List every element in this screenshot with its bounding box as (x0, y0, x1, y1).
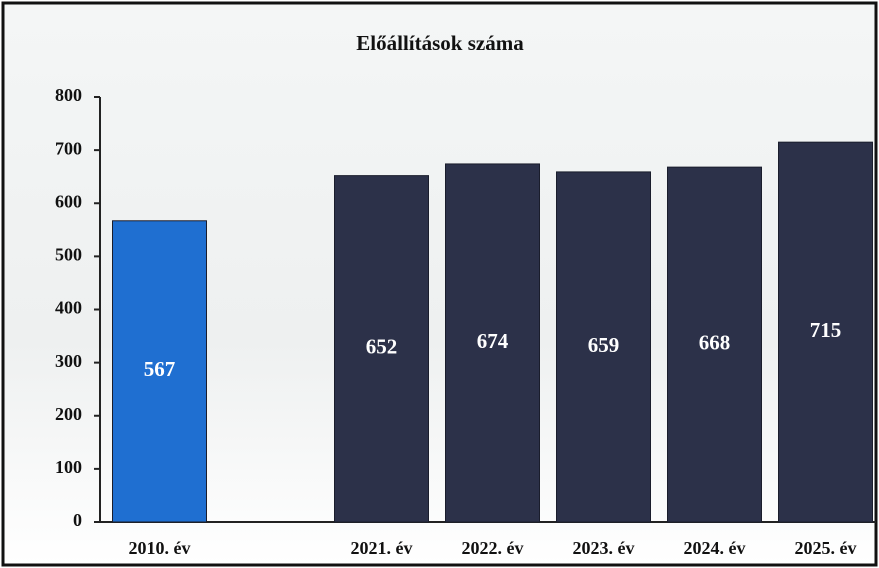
y-tick-label: 800 (55, 85, 82, 105)
y-tick-label: 400 (55, 298, 82, 318)
y-tick-label: 0 (73, 510, 82, 530)
y-tick-label: 600 (55, 191, 82, 211)
x-tick-label: 2023. év (573, 538, 635, 558)
y-tick-label: 500 (55, 245, 82, 265)
page: {"chart_data": {"type": "bar", "title": … (0, 0, 879, 568)
x-tick-label: 2024. év (684, 538, 746, 558)
chart-title: Előállítások száma (356, 31, 524, 55)
value-label: 659 (588, 333, 620, 357)
x-tick-label: 2025. év (795, 538, 857, 558)
value-label: 652 (366, 335, 398, 359)
value-label: 567 (144, 357, 176, 381)
x-tick-label: 2010. év (129, 538, 191, 558)
y-tick-label: 300 (55, 351, 82, 371)
value-label: 715 (810, 318, 842, 342)
y-tick-label: 700 (55, 138, 82, 158)
y-tick-label: 200 (55, 404, 82, 424)
y-tick-label: 100 (55, 457, 82, 477)
value-label: 668 (699, 330, 731, 354)
x-tick-label: 2021. év (351, 538, 413, 558)
chart: Előállítások száma 0 100 200 300 400 500 600 70… (0, 0, 879, 568)
x-tick-label: 2022. év (462, 538, 524, 558)
value-label: 674 (477, 329, 509, 353)
